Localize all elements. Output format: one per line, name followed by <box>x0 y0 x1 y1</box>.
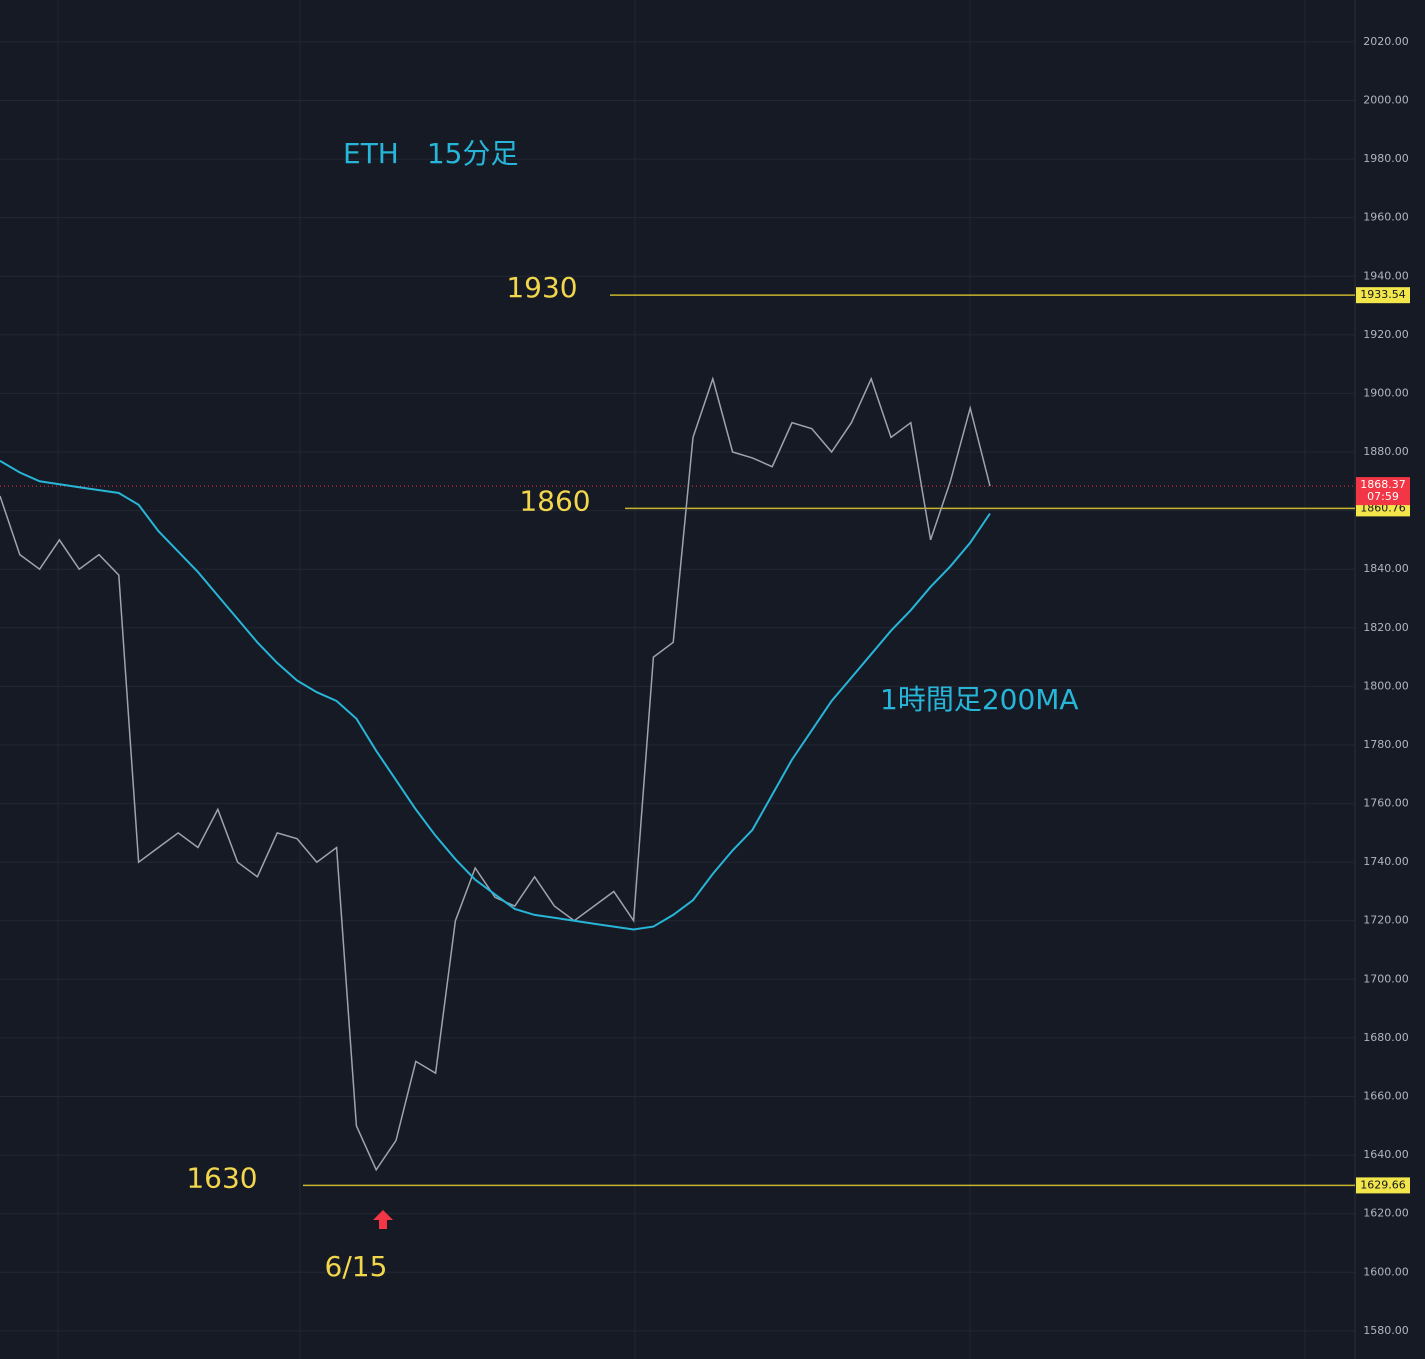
y-tick-label: 1580.00 <box>1363 1324 1409 1337</box>
price-line <box>0 376 991 1172</box>
last-price-tag <box>1356 477 1410 506</box>
y-tick-label: 1820.00 <box>1363 621 1409 634</box>
y-tick-label: 1780.00 <box>1363 738 1409 751</box>
level-annotation: 1630 <box>186 1161 257 1194</box>
y-tick-label: 1880.00 <box>1363 445 1409 458</box>
ma-line <box>0 459 991 931</box>
y-tick-label: 1700.00 <box>1363 972 1409 985</box>
y-tick-label: 2000.00 <box>1363 93 1409 106</box>
price-tag <box>1356 287 1410 304</box>
level-annotation: 1930 <box>506 271 577 304</box>
y-tick-label: 1840.00 <box>1363 562 1409 575</box>
price-tag-label: 1629.66 <box>1360 1178 1406 1191</box>
y-tick-label: 1660.00 <box>1363 1090 1409 1103</box>
y-tick-label: 2020.00 <box>1363 35 1409 48</box>
y-tick-label: 1920.00 <box>1363 328 1409 341</box>
y-tick-label: 1900.00 <box>1363 386 1409 399</box>
y-tick-label: 1680.00 <box>1363 1031 1409 1044</box>
y-tick-label: 1600.00 <box>1363 1265 1409 1278</box>
level-annotation: 1860 <box>519 484 590 517</box>
y-tick-label: 1980.00 <box>1363 152 1409 165</box>
y-tick-label: 1940.00 <box>1363 269 1409 282</box>
y-tick-label: 1720.00 <box>1363 914 1409 927</box>
vertical-grid <box>57 0 1306 1359</box>
ma-label: 1時間足200MA <box>880 683 1079 716</box>
y-tick-label: 1740.00 <box>1363 855 1409 868</box>
chart-title: ETH 15分足 <box>343 137 518 170</box>
price-tag <box>1356 1177 1410 1194</box>
price-tag-label: 1933.54 <box>1360 288 1406 301</box>
arrow-marker <box>373 1210 393 1229</box>
date-annotation: 6/15 <box>325 1250 388 1283</box>
y-tick-label: 1620.00 <box>1363 1207 1409 1220</box>
last-price-label: 1868.37 <box>1360 478 1406 491</box>
y-tick-label: 1800.00 <box>1363 679 1409 692</box>
countdown: 07:59 <box>1367 490 1399 503</box>
y-tick-label: 1760.00 <box>1363 797 1409 810</box>
y-tick-label: 1960.00 <box>1363 211 1409 224</box>
y-tick-label: 1640.00 <box>1363 1148 1409 1161</box>
